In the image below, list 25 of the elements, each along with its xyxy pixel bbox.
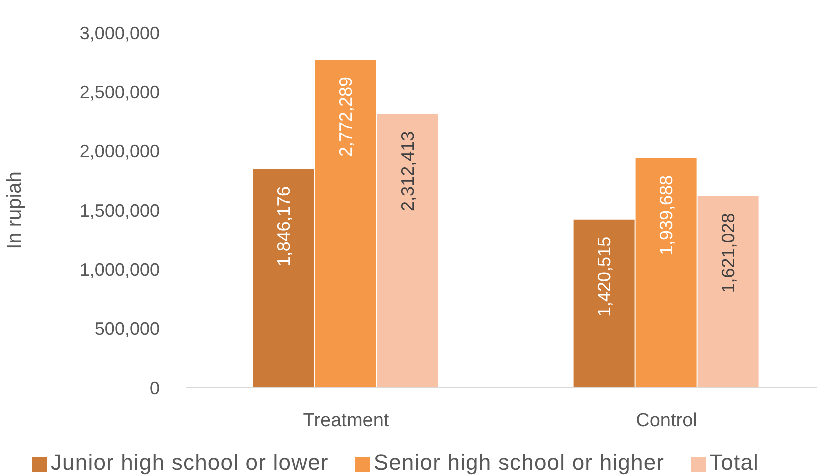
y-tick-label: 1,000,000 [80,260,160,280]
bar [574,220,635,388]
bar [253,170,314,388]
legend-label: Total [710,450,760,475]
y-tick-label: 2,000,000 [80,142,160,162]
bar [315,60,376,388]
y-tick-label: 0 [150,378,160,398]
y-tick-label: 3,000,000 [80,23,160,44]
data-label: 1,939,688 [656,175,676,256]
bar [636,158,697,388]
y-tick-label: 1,500,000 [80,200,160,221]
data-label: 1,846,176 [274,186,294,267]
y-tick-label: 2,500,000 [80,82,160,103]
x-tick-label: Control [636,410,698,432]
data-label: 1,621,028 [718,213,738,294]
data-label: 1,420,515 [594,236,614,317]
x-tick-label: Treatment [303,410,390,432]
legend-label: Junior high school or lower [50,450,329,475]
legend-label: Senior high school or higher [374,450,665,475]
bar [698,196,759,388]
data-label: 2,312,413 [398,131,418,212]
bar [377,114,438,388]
y-axis-title: In rupiah [4,172,26,250]
data-label: 2,772,289 [336,76,356,158]
y-tick-label: 500,000 [94,319,160,340]
